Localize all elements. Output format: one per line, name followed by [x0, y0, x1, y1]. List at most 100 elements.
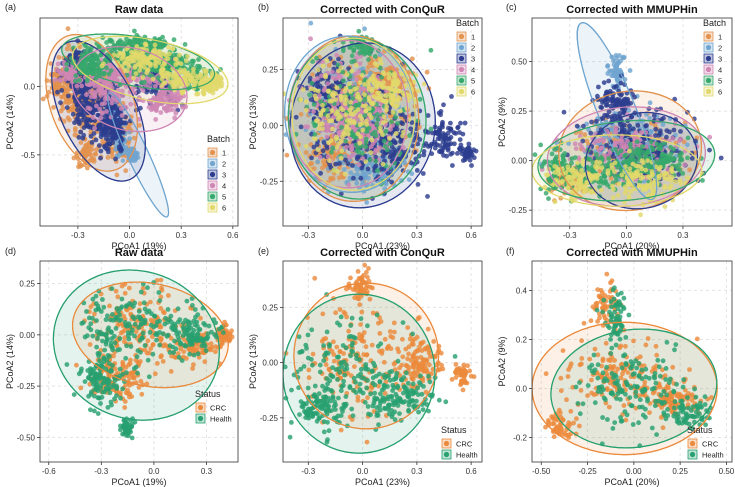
point-3 — [309, 155, 314, 161]
point-4 — [87, 106, 93, 112]
point-6 — [364, 118, 369, 124]
point-1 — [56, 55, 62, 60]
point-6 — [368, 76, 374, 82]
point-6 — [137, 61, 143, 67]
point-3 — [420, 171, 426, 176]
point-6 — [188, 76, 194, 81]
point-1 — [123, 168, 129, 174]
point-3 — [449, 94, 454, 99]
point-4 — [94, 103, 99, 109]
y-axis-label: PCoA2 (13%) — [248, 94, 258, 149]
point-5 — [86, 56, 91, 62]
point-6 — [334, 85, 340, 91]
point-5 — [354, 148, 360, 154]
point-6 — [334, 145, 340, 150]
point-4 — [375, 106, 380, 111]
point-6 — [312, 93, 318, 99]
axes-frame — [39, 17, 239, 227]
point-3 — [55, 89, 60, 95]
point-5 — [107, 37, 113, 43]
point-1 — [71, 155, 77, 161]
point-6 — [321, 107, 326, 113]
point-5 — [367, 157, 373, 163]
legend-marker-2 — [209, 160, 216, 167]
point-6 — [201, 91, 207, 97]
point-4 — [158, 94, 163, 99]
point-1 — [652, 122, 658, 128]
point-5 — [171, 37, 177, 43]
point-4 — [79, 83, 84, 89]
point-4 — [52, 77, 58, 83]
point-3 — [400, 112, 405, 117]
point-5 — [362, 97, 368, 103]
point-4 — [321, 116, 327, 121]
point-1 — [105, 155, 111, 160]
legend-title: Batch — [207, 134, 230, 144]
point-6 — [161, 51, 167, 57]
point-5 — [98, 52, 104, 58]
point-2 — [566, 141, 571, 146]
point-1 — [127, 126, 132, 131]
panel-label: (a) — [5, 2, 16, 12]
point-6 — [343, 112, 349, 118]
point-6 — [148, 54, 154, 59]
point-5 — [428, 47, 434, 53]
point-6 — [128, 54, 134, 59]
point-6 — [126, 63, 132, 69]
point-5 — [124, 36, 129, 42]
point-4 — [170, 107, 176, 112]
point-6 — [219, 83, 225, 89]
point-5 — [64, 61, 70, 67]
point-4 — [348, 143, 353, 149]
point-6 — [381, 80, 386, 85]
point-5 — [102, 57, 108, 63]
point-4 — [354, 77, 359, 82]
point-6 — [305, 65, 311, 71]
point-3 — [117, 117, 123, 123]
point-3 — [455, 125, 461, 131]
point-5 — [347, 45, 353, 50]
legend-marker-1 — [209, 149, 216, 156]
point-1 — [578, 130, 583, 136]
legend-label-4: 4 — [222, 182, 226, 191]
point-2 — [364, 200, 370, 205]
point-6 — [303, 99, 309, 104]
point-3 — [425, 130, 431, 135]
legend-marker-4 — [209, 182, 216, 189]
point-4 — [315, 76, 320, 81]
point-3 — [434, 142, 440, 148]
point-6 — [300, 87, 306, 92]
point-6 — [370, 86, 375, 92]
x-tick-label: 0.6 — [466, 231, 478, 240]
point-4 — [343, 144, 349, 150]
point-6 — [316, 126, 322, 132]
legend-label-1: 1 — [471, 33, 475, 42]
point-4 — [161, 89, 166, 95]
point-1 — [56, 82, 62, 87]
point-6 — [392, 88, 397, 93]
point-4 — [368, 144, 374, 150]
point-1 — [424, 69, 430, 75]
point-4 — [337, 120, 343, 126]
point-2 — [362, 172, 367, 178]
point-5 — [84, 78, 90, 84]
point-5 — [357, 50, 363, 56]
point-6 — [421, 81, 427, 87]
point-6 — [401, 129, 406, 135]
point-6 — [383, 93, 389, 99]
point-4 — [55, 61, 61, 67]
point-6 — [362, 82, 368, 87]
point-6 — [184, 58, 189, 64]
point-6 — [344, 97, 349, 103]
point-6 — [371, 73, 376, 79]
point-6 — [315, 147, 321, 153]
point-4 — [303, 124, 309, 130]
point-3 — [469, 163, 474, 168]
point-4 — [360, 156, 366, 162]
point-6 — [343, 85, 349, 91]
point-5 — [324, 107, 330, 113]
point-1 — [298, 111, 304, 117]
point-4 — [112, 75, 118, 81]
point-6 — [199, 79, 205, 85]
point-5 — [73, 78, 78, 84]
